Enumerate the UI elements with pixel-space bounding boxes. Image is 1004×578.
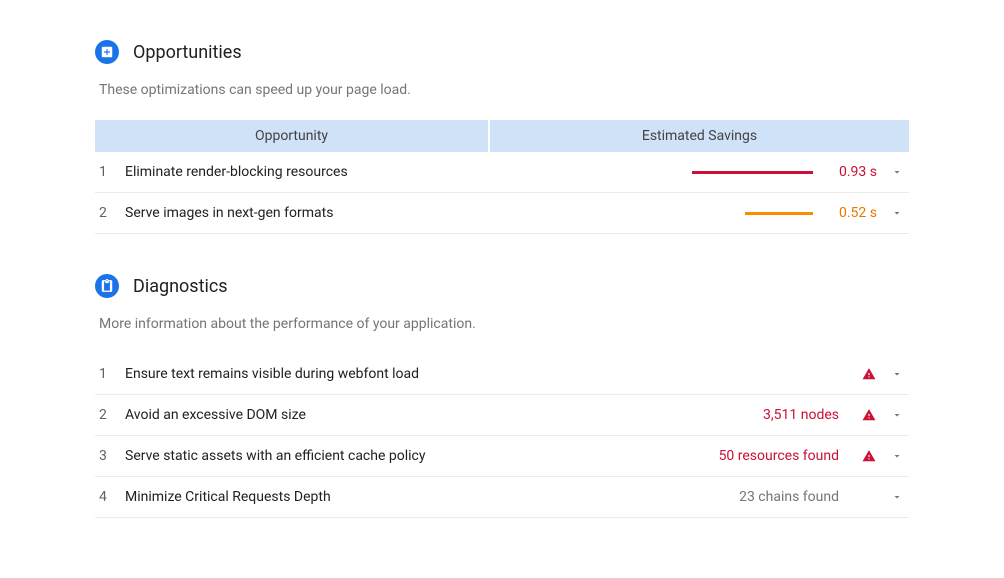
opportunities-col-opportunity: Opportunity (95, 120, 490, 152)
savings-value: 0.93 s (825, 164, 877, 180)
diagnostics-description: More information about the performance o… (99, 316, 909, 332)
diagnostics-section: Diagnostics More information about the p… (95, 274, 909, 518)
diagnostics-rows: 1 Ensure text remains visible during webf… (95, 354, 909, 518)
diagnostic-row[interactable]: 2 Avoid an excessive DOM size 3,511 nodes (95, 395, 909, 436)
opportunities-section: Opportunities These optimizations can sp… (95, 40, 909, 234)
diagnostic-extra: 50 resources found (719, 448, 839, 464)
diagnostic-row[interactable]: 3 Serve static assets with an efficient c… (95, 436, 909, 477)
warning-icon (861, 408, 877, 422)
clipboard-icon (95, 274, 119, 298)
opportunities-table-header: Opportunity Estimated Savings (95, 120, 909, 152)
chevron-down-icon[interactable] (889, 207, 905, 219)
opportunities-icon (95, 40, 119, 64)
diagnostic-label: Serve static assets with an efficient ca… (125, 448, 707, 464)
diagnostic-extra: 3,511 nodes (763, 407, 839, 423)
chevron-down-icon[interactable] (889, 368, 905, 380)
diagnostic-index: 3 (95, 448, 113, 464)
warning-icon (861, 449, 877, 463)
diagnostic-row[interactable]: 4 Minimize Critical Requests Depth 23 chai… (95, 477, 909, 518)
opportunities-title: Opportunities (133, 42, 242, 63)
diagnostic-label: Avoid an excessive DOM size (125, 407, 751, 423)
warning-icon (861, 367, 877, 381)
opportunities-description: These optimizations can speed up your pa… (99, 82, 909, 98)
diagnostic-extra: 23 chains found (739, 489, 839, 505)
diagnostic-index: 1 (95, 366, 113, 382)
diagnostic-label: Ensure text remains visible during webfo… (125, 366, 827, 382)
savings-bar-track (683, 171, 813, 174)
opportunity-index: 2 (95, 205, 113, 221)
savings-value: 0.52 s (825, 205, 877, 221)
chevron-down-icon[interactable] (889, 491, 905, 503)
diagnostics-header: Diagnostics (95, 274, 909, 298)
chevron-down-icon[interactable] (889, 409, 905, 421)
opportunity-label: Serve images in next-gen formats (125, 205, 671, 221)
diagnostic-label: Minimize Critical Requests Depth (125, 489, 727, 505)
opportunity-row[interactable]: 1 Eliminate render-blocking resources 0.93… (95, 152, 909, 193)
savings-bar (692, 171, 813, 174)
opportunities-col-savings: Estimated Savings (490, 120, 909, 152)
diagnostics-title: Diagnostics (133, 276, 228, 297)
chevron-down-icon[interactable] (889, 450, 905, 462)
savings-bar-track (683, 212, 813, 215)
opportunity-row[interactable]: 2 Serve images in next-gen formats 0.52 s (95, 193, 909, 234)
savings-bar (745, 212, 813, 215)
opportunities-rows: 1 Eliminate render-blocking resources 0.93… (95, 152, 909, 234)
diagnostic-index: 2 (95, 407, 113, 423)
opportunity-label: Eliminate render-blocking resources (125, 164, 671, 180)
diagnostic-index: 4 (95, 489, 113, 505)
diagnostic-row[interactable]: 1 Ensure text remains visible during webf… (95, 354, 909, 395)
opportunity-index: 1 (95, 164, 113, 180)
opportunities-header: Opportunities (95, 40, 909, 64)
chevron-down-icon[interactable] (889, 166, 905, 178)
